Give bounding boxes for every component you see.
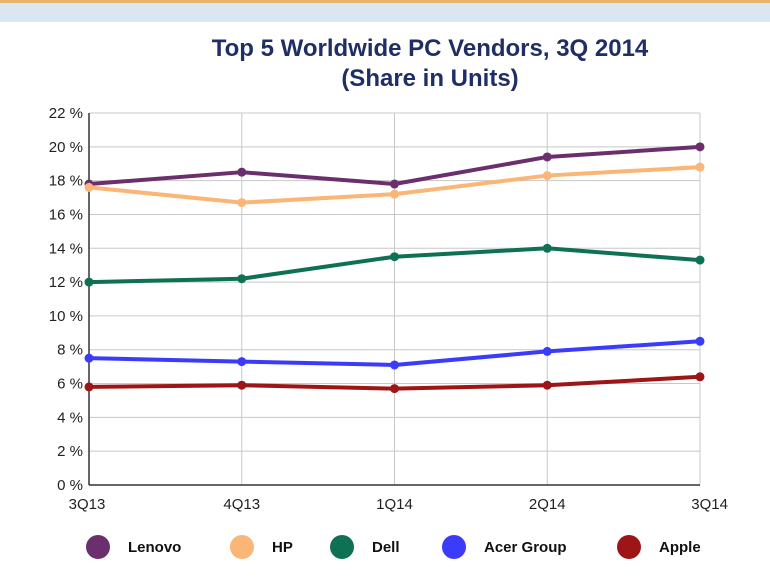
legend-item-acer-group: Acer Group: [442, 532, 567, 562]
data-point-hp: [237, 198, 247, 208]
data-point-acer-group: [84, 353, 94, 363]
data-point-apple: [695, 372, 705, 382]
legend-swatch-hp: [230, 535, 254, 559]
chart-legend: Lenovo HP Dell Acer Group Apple: [0, 532, 770, 562]
legend-item-dell: Dell: [330, 532, 400, 562]
data-point-lenovo: [390, 179, 399, 189]
data-point-dell: [237, 274, 247, 284]
data-point-hp: [84, 182, 94, 192]
data-point-hp: [695, 162, 705, 172]
line-chart: 0 % 2 % 4 % 6 % 8 % 10 % 12 % 14 % 16 % 18 % 20 % 2…: [49, 105, 728, 513]
legend-label-acer-group: Acer Group: [484, 538, 567, 556]
y-tick-label: 18 %: [49, 173, 83, 190]
top-band: [0, 0, 770, 22]
x-tick-label: 3Q14: [691, 496, 728, 513]
data-point-acer-group: [390, 360, 399, 370]
y-tick-label: 16 %: [49, 206, 83, 223]
y-tick-label: 10 %: [49, 308, 83, 325]
y-tick-label: 12 %: [49, 274, 83, 291]
legend-item-apple: Apple: [617, 532, 701, 562]
data-point-dell: [695, 255, 705, 265]
data-point-dell: [84, 277, 94, 287]
data-point-dell: [542, 243, 552, 253]
x-tick-label: 3Q13: [69, 496, 106, 513]
chart-title-line2: (Share in Units): [341, 65, 519, 92]
y-tick-label: 4 %: [57, 409, 83, 426]
data-point-hp: [542, 171, 552, 181]
legend-swatch-apple: [617, 535, 641, 559]
data-point-acer-group: [542, 346, 552, 356]
data-point-lenovo: [542, 152, 552, 162]
x-tick-label: 2Q14: [529, 496, 566, 513]
data-point-apple: [390, 384, 399, 394]
data-point-lenovo: [695, 142, 705, 152]
legend-swatch-dell: [330, 535, 354, 559]
legend-label-lenovo: Lenovo: [128, 538, 182, 556]
y-tick-label: 20 %: [49, 139, 83, 156]
legend-item-lenovo: Lenovo: [86, 532, 181, 562]
data-point-dell: [390, 252, 399, 262]
data-point-acer-group: [695, 336, 705, 346]
data-point-apple: [237, 380, 247, 390]
y-tick-label: 2 %: [57, 443, 83, 460]
y-tick-label: 14 %: [49, 240, 83, 257]
x-tick-label: 4Q13: [223, 496, 260, 513]
y-tick-label: 0 %: [57, 477, 83, 494]
legend-swatch-lenovo: [86, 535, 110, 559]
data-point-lenovo: [237, 167, 247, 177]
legend-label-hp: HP: [272, 538, 293, 556]
legend-label-apple: Apple: [659, 538, 701, 556]
data-point-apple: [542, 380, 552, 390]
data-point-apple: [84, 382, 94, 392]
legend-item-hp: HP: [230, 532, 293, 562]
data-point-acer-group: [237, 357, 247, 367]
y-tick-label: 22 %: [49, 105, 83, 122]
chart-title: Top 5 Worldwide PC Vendors, 3Q 2014 (Sha…: [90, 34, 770, 94]
x-tick-label: 1Q14: [376, 496, 413, 513]
y-tick-label: 6 %: [57, 376, 83, 393]
y-tick-label: 8 %: [57, 342, 83, 359]
legend-label-dell: Dell: [372, 538, 400, 556]
data-point-hp: [390, 189, 399, 199]
legend-swatch-acer-group: [442, 535, 466, 559]
chart-title-line1: Top 5 Worldwide PC Vendors, 3Q 2014: [211, 35, 649, 62]
